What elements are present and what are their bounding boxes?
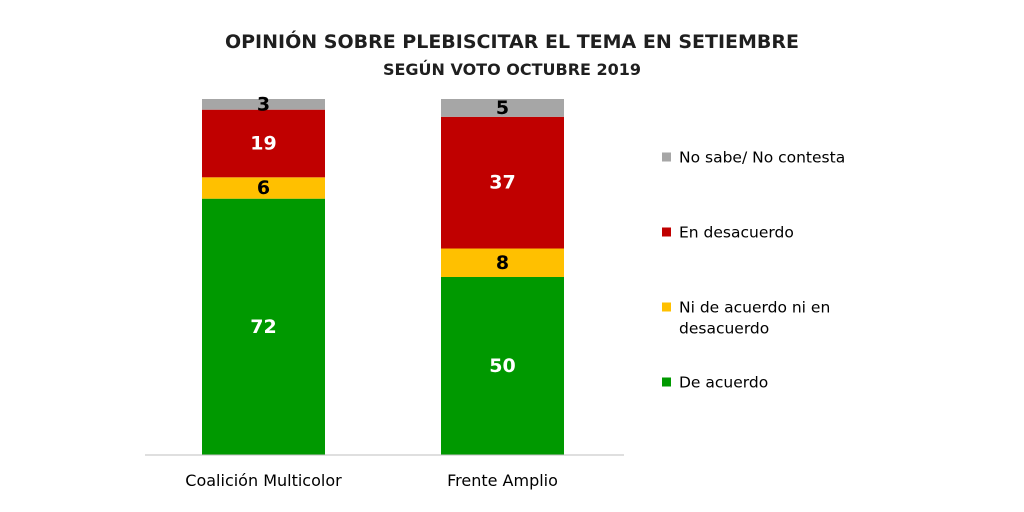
legend-label-ni-de-acuerdo-ni-en-desacuerdo-line-1: Ni de acuerdo ni en xyxy=(679,299,830,317)
legend-label-no-sabe-no-contesta: No sabe/ No contesta xyxy=(679,149,845,167)
legend-label-ni-de-acuerdo-ni-en-desacuerdo-line-2: desacuerdo xyxy=(679,320,769,338)
legend-swatch-de-acuerdo xyxy=(662,377,671,387)
data-label-ni-de-acuerdo-ni-en-desacuerdo-coalicion-multicolor: 6 xyxy=(257,177,270,199)
bars-group: 72 6 19 3 50 8 37 5 xyxy=(202,93,564,455)
legend-swatch-en-desacuerdo xyxy=(662,227,671,237)
legend-label-en-desacuerdo: En desacuerdo xyxy=(679,224,794,242)
legend-swatch-no-sabe-no-contesta xyxy=(662,152,671,162)
legend-label-de-acuerdo: De acuerdo xyxy=(679,374,768,392)
bar-segment-de-acuerdo-frente-amplio xyxy=(441,277,564,455)
data-label-no-sabe-no-contesta-coalicion-multicolor: 3 xyxy=(257,93,270,115)
bar-segment-ni-de-acuerdo-ni-en-desacuerdo-coalicion-multicolor xyxy=(202,177,325,199)
category-labels: Coalición Multicolor Frente Amplio xyxy=(185,471,558,490)
data-label-en-desacuerdo-frente-amplio: 37 xyxy=(489,172,515,194)
data-label-de-acuerdo-frente-amplio: 50 xyxy=(489,355,515,377)
chart-subtitle: SEGÚN VOTO OCTUBRE 2019 xyxy=(383,60,641,79)
bar-segment-no-sabe-no-contesta-frente-amplio xyxy=(441,99,564,117)
data-label-de-acuerdo-coalicion-multicolor: 72 xyxy=(250,316,276,338)
category-label-coalicion-multicolor: Coalición Multicolor xyxy=(185,471,342,490)
bar-segment-ni-de-acuerdo-ni-en-desacuerdo-frente-amplio xyxy=(441,248,564,277)
data-label-ni-de-acuerdo-ni-en-desacuerdo-frente-amplio: 8 xyxy=(496,252,509,274)
legend-swatch-ni-de-acuerdo-ni-en-desacuerdo xyxy=(662,302,671,312)
data-label-en-desacuerdo-coalicion-multicolor: 19 xyxy=(250,133,276,155)
bar-segment-en-desacuerdo-frente-amplio xyxy=(441,116,564,249)
legend: No sabe/ No contesta En desacuerdo Ni de a… xyxy=(662,149,845,392)
bar-segment-no-sabe-no-contesta-coalicion-multicolor xyxy=(202,99,325,110)
category-label-frente-amplio: Frente Amplio xyxy=(447,471,558,490)
bar-segment-de-acuerdo-coalicion-multicolor xyxy=(202,198,325,455)
chart-title: OPINIÓN SOBRE PLEBISCITAR EL TEMA EN SET… xyxy=(225,29,799,53)
bar-segment-en-desacuerdo-coalicion-multicolor xyxy=(202,109,325,178)
data-label-no-sabe-no-contesta-frente-amplio: 5 xyxy=(496,97,509,119)
